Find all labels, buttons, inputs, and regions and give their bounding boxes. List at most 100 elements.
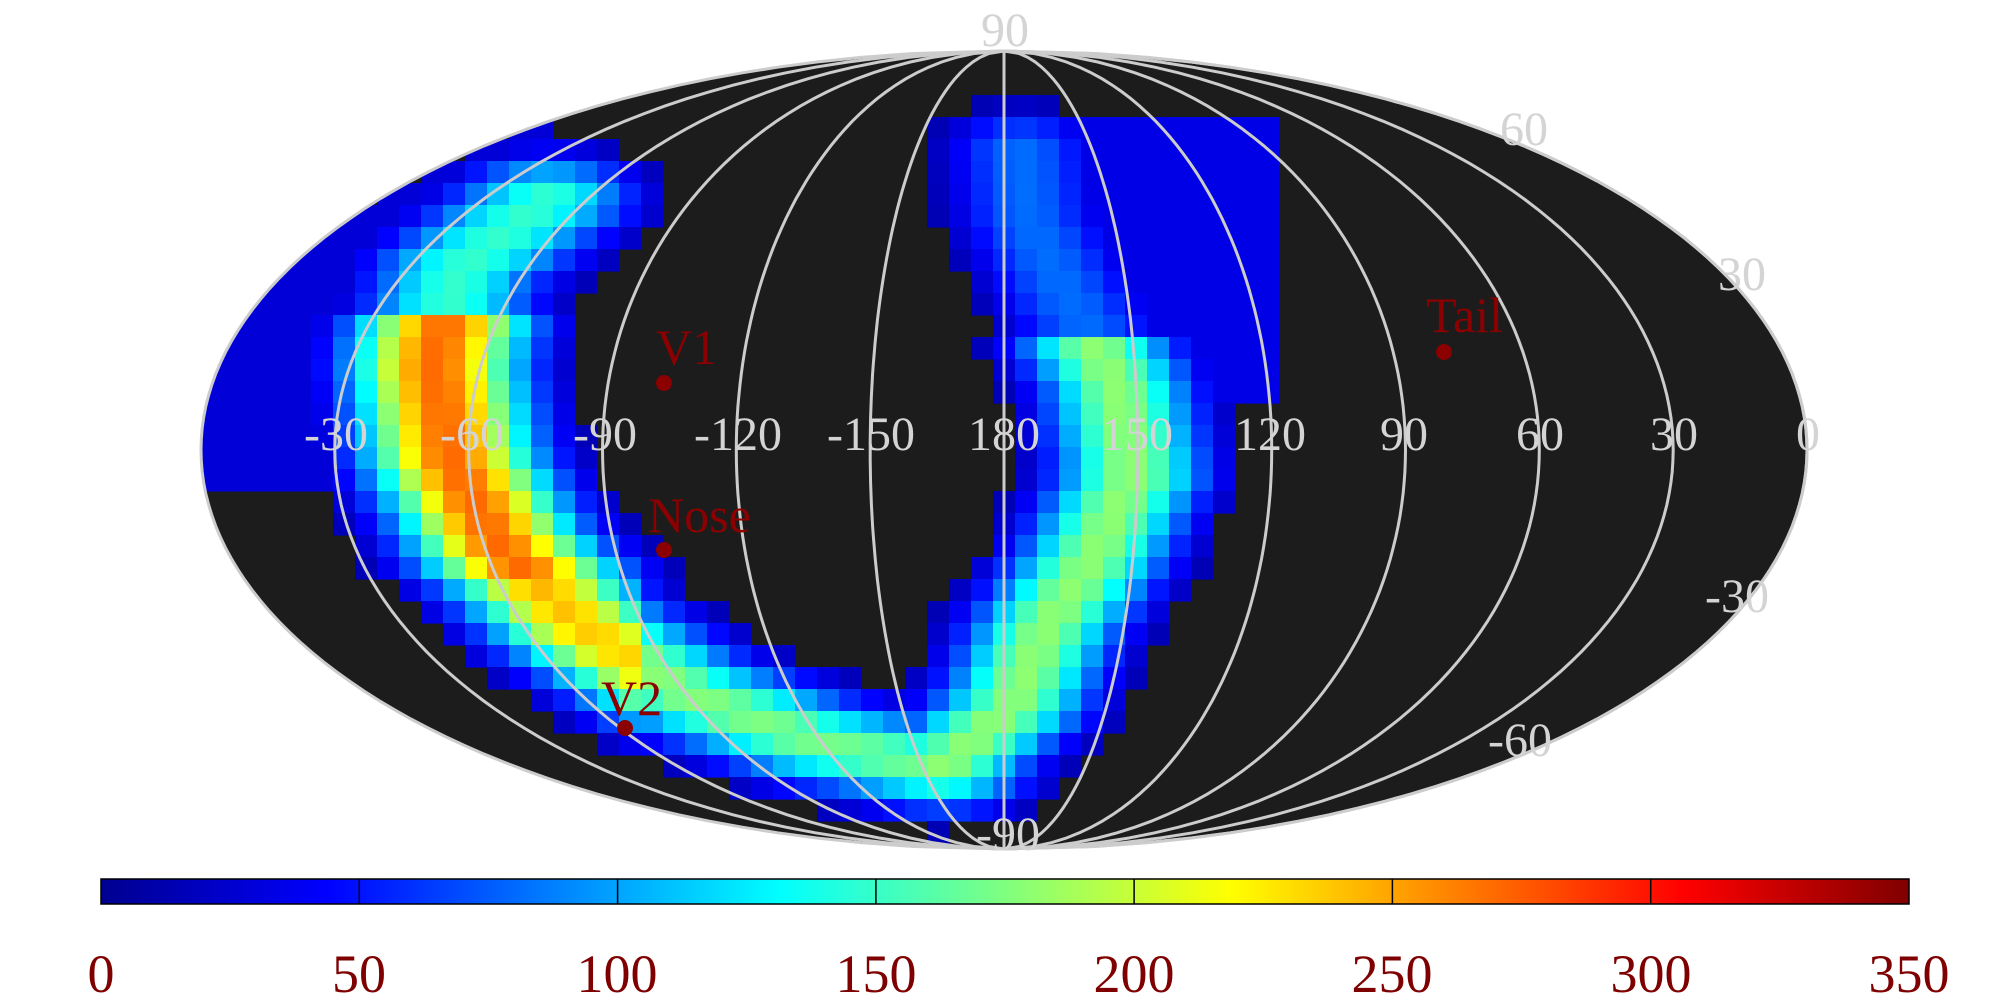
heatmap-cell	[1125, 139, 1148, 162]
heatmap-cell	[1037, 249, 1060, 272]
heatmap-cell	[399, 293, 422, 316]
heatmap-cell	[1037, 293, 1060, 316]
heatmap-cell	[1147, 579, 1170, 602]
heatmap-cell	[773, 755, 796, 778]
heatmap-cell	[795, 667, 818, 690]
heatmap-cell	[1191, 513, 1214, 536]
heatmap-cell	[1037, 601, 1060, 624]
lon-label: 90	[1380, 408, 1428, 461]
heatmap-cell	[1015, 557, 1038, 580]
heatmap-cell	[289, 359, 312, 382]
heatmap-cell	[311, 381, 334, 404]
heatmap-cell	[223, 403, 246, 426]
heatmap-cell	[751, 733, 774, 756]
heatmap-cell	[267, 425, 290, 448]
heatmap-cell	[1191, 425, 1214, 448]
heatmap-cell	[1081, 491, 1104, 514]
lon-label: 0	[1796, 408, 1820, 461]
heatmap-cell	[1147, 293, 1170, 316]
heatmap-cell	[1081, 315, 1104, 338]
heatmap-cell	[531, 667, 554, 690]
heatmap-cell	[1081, 447, 1104, 470]
heatmap-cell	[311, 403, 334, 426]
heatmap-cell	[619, 689, 642, 712]
heatmap-cell	[1103, 535, 1126, 558]
heatmap-cell	[1213, 359, 1236, 382]
heatmap-cell	[1125, 601, 1148, 624]
heatmap-cell	[465, 183, 488, 206]
heatmap-cell	[1037, 447, 1060, 470]
heatmap-cell	[465, 447, 488, 470]
heatmap-cell	[1191, 183, 1214, 206]
heatmap-cell	[619, 227, 642, 250]
heatmap-cell	[641, 183, 664, 206]
heatmap-cell	[927, 183, 950, 206]
heatmap-cell	[1147, 271, 1170, 294]
heatmap-cell	[443, 579, 466, 602]
heatmap-cell	[575, 601, 598, 624]
heatmap-cell	[421, 403, 444, 426]
heatmap-cell	[421, 601, 444, 624]
heatmap-cell	[553, 249, 576, 272]
lon-label: 180	[968, 408, 1040, 461]
heatmap-cell	[509, 491, 532, 514]
heatmap-cell	[1037, 557, 1060, 580]
heatmap-cell	[1125, 227, 1148, 250]
heatmap-cell	[949, 161, 972, 184]
lon-label: 30	[1650, 408, 1698, 461]
heatmap-cell	[641, 711, 664, 734]
heatmap-cell	[1169, 535, 1192, 558]
heatmap-cell	[377, 315, 400, 338]
lon-label: -30	[304, 408, 368, 461]
heatmap-cell	[773, 689, 796, 712]
heatmap-cell	[465, 491, 488, 514]
heatmap-cell	[443, 557, 466, 580]
heatmap-cell	[751, 711, 774, 734]
heatmap-cell	[949, 733, 972, 756]
heatmap-cell	[465, 161, 488, 184]
heatmap-cell	[949, 623, 972, 646]
heatmap-cell	[729, 623, 752, 646]
heatmap-cell	[971, 601, 994, 624]
heatmap-cell	[443, 271, 466, 294]
heatmap-cell	[1147, 447, 1170, 470]
heatmap-cell	[1015, 183, 1038, 206]
heatmap-cell	[1081, 205, 1104, 228]
latitude-labels: 90 60 30 -30 -60 -90	[976, 4, 1769, 861]
heatmap-cell	[619, 557, 642, 580]
heatmap-cell	[421, 469, 444, 492]
heatmap-cell	[1103, 205, 1126, 228]
heatmap-cell	[1081, 249, 1104, 272]
heatmap-cell	[575, 645, 598, 668]
heatmap-cell	[355, 249, 378, 272]
heatmap-cell	[1169, 249, 1192, 272]
heatmap-cell	[553, 359, 576, 382]
heatmap-cell	[1059, 359, 1082, 382]
heatmap-cell	[1169, 381, 1192, 404]
heatmap-cell	[1059, 205, 1082, 228]
heatmap-cell	[531, 491, 554, 514]
heatmap-cell	[421, 183, 444, 206]
heatmap-cell	[663, 711, 686, 734]
heatmap-cell	[817, 711, 840, 734]
heatmap-cell	[641, 601, 664, 624]
heatmap-cell	[1059, 557, 1082, 580]
heatmap-cell	[465, 623, 488, 646]
heatmap-cell	[421, 227, 444, 250]
heatmap-cell	[575, 513, 598, 536]
heatmap-cell	[333, 337, 356, 360]
heatmap-cell	[531, 535, 554, 558]
heatmap-cell	[1147, 337, 1170, 360]
heatmap-cell	[531, 139, 554, 162]
heatmap-cell	[1235, 381, 1258, 404]
heatmap-cell	[553, 205, 576, 228]
marker-dot	[617, 720, 633, 736]
colorbar-tick-label: 0	[88, 944, 115, 1000]
heatmap-cell	[1169, 491, 1192, 514]
heatmap-cell	[267, 381, 290, 404]
heatmap-cell	[619, 535, 642, 558]
heatmap-cell	[1059, 689, 1082, 712]
heatmap-cell	[971, 777, 994, 800]
heatmap-cell	[421, 535, 444, 558]
heatmap-cell	[1125, 183, 1148, 206]
